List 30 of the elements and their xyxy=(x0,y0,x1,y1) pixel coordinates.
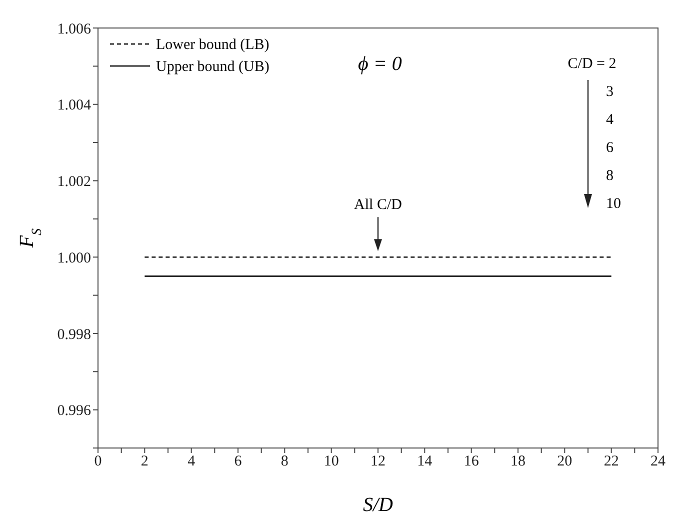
x-tick-label: 12 xyxy=(370,454,386,470)
y-tick-label: 1.004 xyxy=(57,98,92,114)
x-tick-label: 16 xyxy=(464,454,480,470)
annotation: 6 xyxy=(606,140,614,156)
x-tick-label: 14 xyxy=(417,454,433,470)
annotation: 8 xyxy=(606,168,614,184)
x-tick-label: 4 xyxy=(188,454,196,470)
x-tick-label: 8 xyxy=(280,454,288,470)
annotation: All C/D xyxy=(354,197,402,214)
legend-label: Upper bound (UB) xyxy=(156,59,270,75)
x-tick-label: 24 xyxy=(650,454,666,470)
annotation: 10 xyxy=(606,196,621,212)
x-tick-label: 10 xyxy=(324,454,339,470)
annotation: C/D = 2 xyxy=(568,56,616,72)
annotation: 4 xyxy=(606,112,614,128)
x-tick-label: 6 xyxy=(234,454,242,470)
y-tick-label: 0.996 xyxy=(57,403,92,420)
legend-label: Lower bound (LB) xyxy=(156,37,270,53)
x-tick-label: 22 xyxy=(604,454,619,470)
text: 1.000 xyxy=(57,250,91,266)
annotation: 3 xyxy=(606,84,614,100)
x-axis-title: S/D xyxy=(363,494,394,516)
x-tick-label: 20 xyxy=(557,454,572,470)
y-tick-label: 1.002 xyxy=(57,174,91,190)
x-tick-label: 18 xyxy=(510,454,526,470)
annotation: ϕ = 0 xyxy=(358,53,402,75)
y-tick-label: 0.998 xyxy=(57,326,91,343)
y-tick-label: 1.006 xyxy=(57,21,92,38)
x-tick-label: 2 xyxy=(140,454,148,470)
x-tick-label: 0 xyxy=(94,454,102,470)
